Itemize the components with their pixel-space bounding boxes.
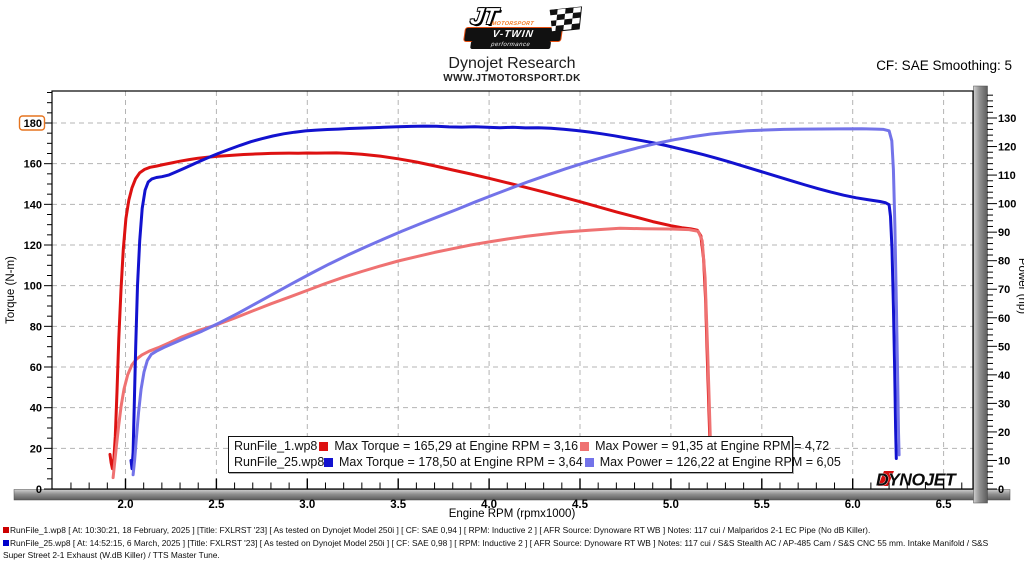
report-title: Dynojet Research xyxy=(448,55,576,72)
svg-text:3.5: 3.5 xyxy=(390,499,407,511)
right-axis-bar xyxy=(973,85,988,504)
svg-text:80: 80 xyxy=(998,256,1010,268)
svg-text:0: 0 xyxy=(998,484,1004,496)
runfile1-torque-curve xyxy=(108,151,712,471)
rpm-axis-label: Engine RPM (rpmx1000) xyxy=(449,508,576,520)
power-color-swatch xyxy=(580,441,590,451)
legend-run-name: RunFile_1.wp8 xyxy=(234,439,318,453)
jt-motorsport-logo: JT MOTORSPORT V-TWIN performance xyxy=(455,3,585,52)
run-1-details-text: RunFile_1.wp8 [ At: 10:30:21, 18 Februar… xyxy=(10,525,871,535)
chart-legend: RunFile_1.wp8 Max Torque = 165,29 at Eng… xyxy=(228,436,841,473)
torque-axis-ticks: 0 20 40 60 80 100 120 140 160 180 xyxy=(18,92,52,496)
svg-text:140: 140 xyxy=(24,199,42,211)
dynojet-logo: DYNOJET xyxy=(876,469,958,490)
svg-text:6.0: 6.0 xyxy=(845,499,861,511)
max-power-text: Max Power = 126,22 at Engine RPM = 6,05 xyxy=(599,455,841,469)
svg-text:60: 60 xyxy=(30,362,42,374)
svg-text:130: 130 xyxy=(998,113,1016,125)
run-1-details: RunFile_1.wp8 [ At: 10:30:21, 18 Februar… xyxy=(3,524,1021,537)
torque-axis-label: Torque (N-m) xyxy=(5,256,17,324)
run-details-footer: RunFile_1.wp8 [ At: 10:30:21, 18 Februar… xyxy=(3,524,1021,562)
svg-text:120: 120 xyxy=(998,142,1016,154)
svg-text:2.5: 2.5 xyxy=(208,499,225,511)
svg-text:90: 90 xyxy=(998,227,1010,239)
runfile25-power-curve xyxy=(131,127,901,477)
svg-text:4.0: 4.0 xyxy=(481,499,497,511)
max-torque-text: Max Torque = 165,29 at Engine RPM = 3,16 xyxy=(334,439,579,453)
legend-row-runfile-25: RunFile_25.wp8 Max Torque = 178,50 at En… xyxy=(234,454,841,470)
run-25-details: RunFile_25.wp8 [ At: 14:52:15, 6 March, … xyxy=(3,537,1021,550)
svg-text:110: 110 xyxy=(998,170,1016,182)
svg-text:80: 80 xyxy=(30,321,42,333)
svg-text:20: 20 xyxy=(30,443,42,455)
svg-text:40: 40 xyxy=(998,370,1010,382)
svg-text:3.0: 3.0 xyxy=(299,499,315,511)
svg-text:6.5: 6.5 xyxy=(936,499,953,511)
torque-color-swatch xyxy=(324,457,333,467)
run-25-bullet-icon xyxy=(3,539,9,546)
svg-text:180: 180 xyxy=(24,118,42,130)
max-torque-text: Max Torque = 178,50 at Engine RPM = 3,64 xyxy=(339,455,583,469)
svg-text:70: 70 xyxy=(998,284,1010,296)
svg-text:2.0: 2.0 xyxy=(118,499,134,511)
legend-row-runfile-1: RunFile_1.wp8 Max Torque = 165,29 at Eng… xyxy=(234,438,829,454)
svg-text:40: 40 xyxy=(30,403,42,415)
checkered-flag-icon xyxy=(549,6,583,33)
run-1-bullet-icon xyxy=(3,527,9,533)
run-25-details-continued: Super Street 2-1 Exhaust (W.dB Killer) /… xyxy=(3,549,1021,562)
run-25-details-text-2: Super Street 2-1 Exhaust (W.dB Killer) /… xyxy=(3,550,220,560)
svg-text:30: 30 xyxy=(998,398,1010,410)
svg-text:5.5: 5.5 xyxy=(754,499,771,511)
power-color-swatch xyxy=(584,457,594,467)
plot-frame xyxy=(51,90,974,490)
svg-text:20: 20 xyxy=(998,427,1010,439)
max-power-text: Max Power = 91,35 at Engine RPM = 4,72 xyxy=(595,439,830,453)
svg-text:DYNOJET: DYNOJET xyxy=(876,470,957,490)
website-url: WWW.JTMOTORSPORT.DK xyxy=(443,73,581,84)
svg-text:100: 100 xyxy=(998,199,1016,211)
run-25-details-text: RunFile_25.wp8 [ At: 14:52:15, 6 March, … xyxy=(10,537,989,548)
svg-text:4.5: 4.5 xyxy=(572,499,589,511)
svg-text:100: 100 xyxy=(24,281,42,293)
svg-text:120: 120 xyxy=(24,240,42,252)
dyno-curves xyxy=(108,124,901,480)
x-axis-ticks: 2.0 2.5 3.0 3.5 4.0 4.5 5.0 5.5 6.0 6.5 xyxy=(70,478,963,511)
svg-text:50: 50 xyxy=(998,341,1010,353)
power-axis-ticks: 0 10 20 30 40 50 60 70 80 90 100 110 120 130 xyxy=(987,94,1016,496)
power-axis-label: Power (hp) xyxy=(1016,258,1024,314)
torque-color-swatch xyxy=(319,441,329,451)
svg-text:160: 160 xyxy=(24,159,42,171)
svg-text:10: 10 xyxy=(998,455,1010,467)
legend-run-name: RunFile_25.wp8 xyxy=(234,455,325,469)
svg-text:5.0: 5.0 xyxy=(663,499,679,511)
gridlines xyxy=(52,91,973,489)
runfile25-torque-curve xyxy=(129,124,898,471)
svg-text:0: 0 xyxy=(36,484,42,496)
smoothing-setting-label: CF: SAE Smoothing: 5 xyxy=(876,58,1012,73)
svg-text:60: 60 xyxy=(998,313,1010,325)
